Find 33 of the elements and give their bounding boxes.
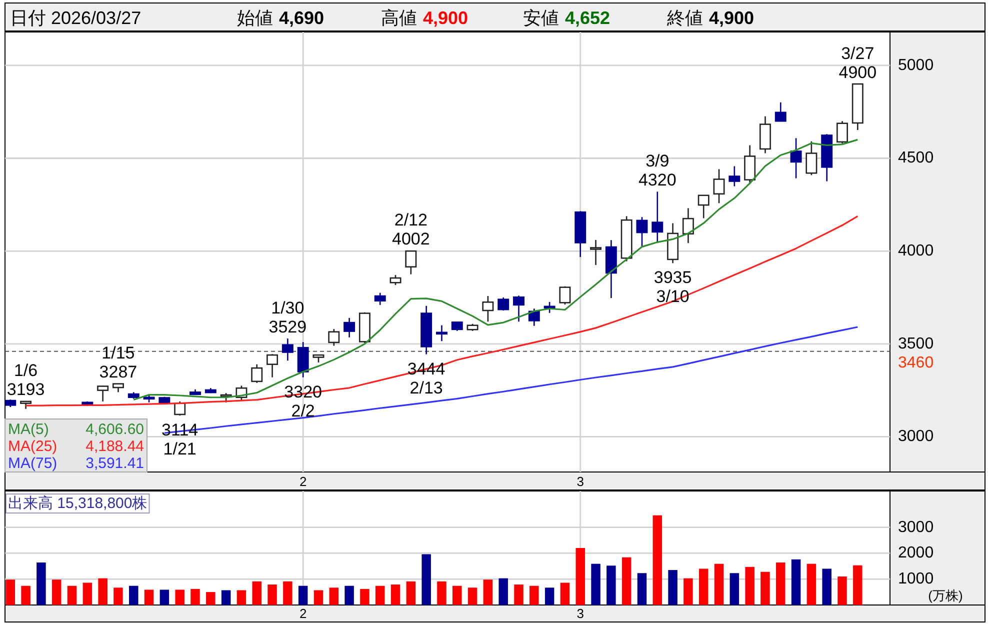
text: 高値: [381, 8, 417, 28]
annotation: 2/12 4002: [392, 210, 430, 249]
y-tick-label: 3500: [898, 335, 934, 352]
y-axis-title: (万株): [928, 588, 963, 603]
text: 4,652: [565, 8, 610, 28]
y-tick-label: 5000: [898, 56, 934, 74]
text: 日付 2026/03/27: [10, 8, 142, 28]
annotation: 4,606.60: [86, 421, 144, 438]
y-tick-label: 2000: [898, 544, 934, 562]
text: 安値: [523, 8, 559, 28]
legend: MA(5) 4,606.60 MA(25) 4,188.44 MA(75) 3,591.41: [4, 418, 148, 472]
annotation: 3,591.41: [86, 455, 144, 472]
y-tick-label: 3000: [898, 518, 934, 536]
text: 4,690: [279, 8, 324, 28]
annotation: 出来高 15,318,800株: [8, 495, 148, 512]
y-tick-label: 3000: [898, 428, 934, 446]
text: 終値: [666, 8, 703, 28]
x-tick-label: 2: [299, 474, 307, 489]
text: 4,900: [423, 8, 468, 28]
text: 4,900: [709, 8, 754, 28]
annotation: 1/6 3193: [6, 360, 45, 399]
text: 始値: [237, 8, 273, 28]
y-tick-label: 4500: [898, 150, 934, 167]
x-tick-label: 2: [299, 606, 307, 621]
ref-line-label: 3460: [898, 354, 934, 372]
x-tick-label: 3: [576, 474, 584, 489]
annotation: 1/30 3529: [268, 298, 307, 337]
y-tick-label: 1000: [898, 570, 934, 588]
annotation: 3/9 4320: [638, 152, 676, 190]
y-tick-label: 4000: [898, 242, 934, 260]
x-tick-label: 3: [576, 606, 584, 621]
annotation: 3/27 4900: [838, 44, 877, 82]
annotation: 4,188.44: [86, 438, 144, 455]
